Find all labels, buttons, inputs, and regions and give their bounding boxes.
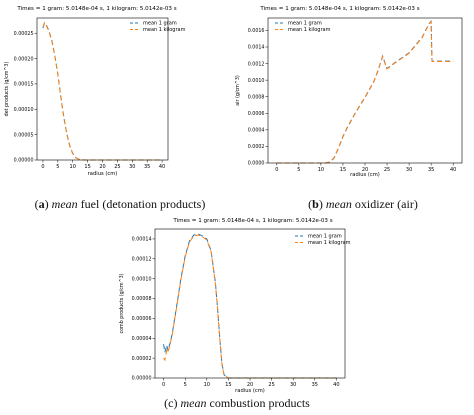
x-tick-label: 20	[362, 167, 368, 173]
y-tick-label: 0.00008	[132, 296, 152, 302]
chart-panel-c: Times = 1 gram: 5.0148e-04 s, 1 kilogram…	[119, 218, 351, 394]
plot-frame	[36, 17, 169, 161]
x-tick-label: 25	[384, 167, 390, 173]
y-tick-label: 0.00006	[132, 316, 152, 322]
plot-frame	[154, 228, 346, 379]
chart-title: Times = 1 gram: 5.0148e-04 s, 1 kilogram…	[259, 6, 419, 12]
legend-label: mean 1 gram	[143, 21, 177, 27]
x-tick-label: 25	[268, 382, 274, 388]
legend-label: mean 1 kilogram	[308, 240, 351, 246]
series-line-2	[163, 234, 337, 379]
x-tick-label: 0	[162, 382, 165, 388]
x-axis-label: radius (cm)	[88, 171, 118, 177]
y-tick-label: 0.0010	[248, 78, 265, 84]
y-tick-label: 0.00015	[14, 82, 34, 88]
x-tick-label: 40	[450, 167, 456, 173]
chart-panel-b: Times = 1 gram: 5.0148e-04 s, 1 kilogram…	[235, 6, 463, 178]
plot-frame	[267, 17, 463, 164]
y-tick-label: 0.0006	[248, 111, 265, 117]
x-tick-label: 10	[204, 382, 210, 388]
x-tick-label: 15	[225, 382, 231, 388]
y-tick-label: 0.0016	[248, 28, 265, 34]
x-tick-label: 0	[41, 164, 44, 170]
legend-label: mean 1 kilogram	[143, 27, 186, 33]
y-tick-label: 0.0002	[248, 144, 265, 150]
y-tick-label: 0.0008	[248, 94, 265, 100]
legend-label: mean 1 kilogram	[288, 27, 331, 33]
y-tick-label: 0.00000	[132, 376, 152, 382]
chart-title: Times = 1 gram: 5.0148e-04 s, 1 kilogram…	[172, 218, 332, 224]
y-tick-label: 0.00012	[132, 257, 152, 263]
x-tick-label: 30	[290, 382, 296, 388]
series-line-1	[276, 20, 454, 164]
series-line-2	[42, 21, 162, 161]
y-tick-label: 0.0012	[248, 61, 265, 67]
x-tick-label: 10	[70, 164, 76, 170]
x-tick-label: 40	[333, 382, 339, 388]
x-tick-label: 5	[184, 382, 187, 388]
y-tick-label: 0.0014	[248, 45, 265, 51]
x-axis-label: radius (cm)	[235, 388, 265, 394]
x-tick-label: 5	[56, 164, 59, 170]
y-tick-label: 0.00025	[14, 31, 34, 37]
x-tick-label: 20	[247, 382, 253, 388]
x-tick-label: 30	[406, 167, 412, 173]
caption-c: (c) mean combustion products	[164, 396, 310, 410]
x-tick-label: 5	[297, 167, 300, 173]
caption-a: (a) mean fuel (detonation products)	[34, 197, 206, 211]
y-tick-label: 0.0000	[248, 161, 265, 167]
x-tick-label: 40	[159, 164, 165, 170]
legend-label: mean 1 gram	[288, 21, 322, 27]
x-tick-label: 35	[428, 167, 434, 173]
y-tick-label: 0.00014	[132, 237, 152, 243]
x-tick-label: 35	[144, 164, 150, 170]
x-axis-label: radius (cm)	[350, 172, 380, 178]
legend-label: mean 1 gram	[308, 234, 342, 240]
y-tick-label: 0.00000	[14, 158, 34, 164]
y-tick-label: 0.0004	[248, 128, 265, 134]
series-line-2	[276, 20, 454, 164]
x-tick-label: 15	[340, 167, 346, 173]
series-line-1	[42, 22, 162, 161]
x-tick-label: 35	[312, 382, 318, 388]
y-tick-label: 0.00020	[14, 56, 34, 62]
y-axis-label: det products (g/cm^3)	[4, 62, 10, 117]
x-tick-label: 10	[318, 167, 324, 173]
y-tick-label: 0.00010	[132, 276, 152, 282]
y-axis-label: air (g/cm^3)	[235, 75, 241, 106]
series-line-1	[163, 233, 337, 379]
y-tick-label: 0.00002	[132, 356, 152, 362]
x-tick-label: 30	[129, 164, 135, 170]
x-tick-label: 0	[275, 167, 278, 173]
y-tick-label: 0.00005	[14, 132, 34, 138]
y-tick-label: 0.00004	[132, 336, 152, 342]
x-tick-label: 20	[99, 164, 105, 170]
chart-panel-a: Times = 1 gram: 5.0148e-04 s, 1 kilogram…	[4, 6, 186, 177]
y-tick-label: 0.00010	[14, 107, 34, 113]
x-tick-label: 15	[84, 164, 90, 170]
chart-title: Times = 1 gram: 5.0148e-04 s, 1 kilogram…	[16, 6, 176, 12]
x-tick-label: 25	[114, 164, 120, 170]
caption-b: (b) mean oxidizer (air)	[308, 197, 418, 211]
y-axis-label: comb products (g/cm^3)	[119, 273, 125, 333]
